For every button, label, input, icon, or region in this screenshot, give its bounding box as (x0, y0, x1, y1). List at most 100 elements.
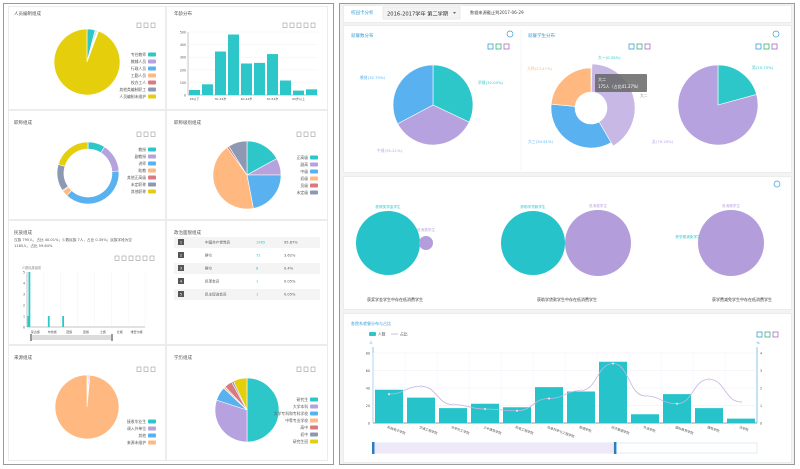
dept-bar[interactable] (471, 403, 499, 423)
bubble-group-a[interactable] (356, 211, 420, 275)
level-legend-swatch[interactable] (310, 190, 318, 195)
legend-bar-swatch[interactable] (369, 332, 376, 336)
meals-pie-slice-2[interactable] (392, 64, 434, 125)
source-tool-icon[interactable] (136, 366, 142, 372)
gender-refresh-icon[interactable] (763, 43, 770, 50)
bubble-group-b[interactable] (419, 236, 433, 250)
degree-legend-swatch[interactable] (310, 439, 318, 444)
age-bar[interactable] (215, 51, 226, 95)
chevron-down-icon[interactable] (453, 12, 456, 14)
degree-tool-icon[interactable] (296, 366, 302, 372)
staff-legend-swatch[interactable] (148, 52, 156, 57)
level-tool-icon[interactable] (303, 131, 309, 137)
staff-legend-swatch[interactable] (148, 94, 156, 99)
dept-ratio-point[interactable] (515, 409, 519, 412)
politics-count[interactable]: 1 (256, 293, 258, 297)
bubble-group-b[interactable] (565, 210, 631, 276)
age-bar[interactable] (189, 89, 200, 95)
staff-legend-swatch[interactable] (148, 66, 156, 71)
age-bar[interactable] (254, 62, 265, 95)
gender-data-view-icon[interactable] (755, 43, 762, 50)
staff-legend-swatch[interactable] (148, 59, 156, 64)
dept-ratio-point[interactable] (451, 403, 455, 406)
title-comp-tool-icon[interactable] (150, 131, 156, 137)
gender-pie-slice-1[interactable] (677, 64, 759, 146)
level-tool-icon[interactable] (310, 131, 316, 137)
degree-pie-slice-0[interactable] (246, 377, 280, 443)
dept-bar[interactable] (599, 361, 627, 423)
ethnic-bar[interactable] (27, 316, 30, 327)
source-pie-slice-3[interactable] (54, 374, 120, 440)
title-comp-legend-swatch[interactable] (148, 189, 156, 194)
age-bar[interactable] (280, 80, 291, 95)
title-comp-tool-icon[interactable] (136, 131, 142, 137)
title-comp-legend-swatch[interactable] (148, 182, 156, 187)
bubble-group-a[interactable] (501, 211, 565, 275)
dept-zoom-range[interactable] (373, 443, 615, 453)
dept-ratio-point[interactable] (675, 402, 679, 405)
students-save-image-icon[interactable] (644, 43, 651, 50)
age-bar[interactable] (306, 89, 317, 95)
age-tool-icon[interactable] (303, 22, 309, 28)
level-pie-slice-5[interactable] (228, 140, 248, 177)
meals-data-view-icon[interactable] (487, 43, 494, 50)
ethnic-tool-icon[interactable] (142, 255, 148, 261)
students-donut-slice-3[interactable] (550, 67, 592, 107)
dept-ratio-point[interactable] (611, 362, 615, 365)
level-legend-swatch[interactable] (310, 183, 318, 188)
politics-count[interactable]: 1 (256, 280, 258, 284)
ethnic-zoom-slider[interactable] (30, 335, 113, 340)
degree-legend-swatch[interactable] (310, 411, 318, 416)
dept-ratio-point[interactable] (547, 397, 551, 400)
level-legend-swatch[interactable] (310, 162, 318, 167)
source-legend-swatch[interactable] (148, 419, 156, 424)
age-bar[interactable] (241, 63, 252, 96)
ethnic-bar[interactable] (28, 272, 31, 327)
degree-legend-swatch[interactable] (310, 425, 318, 430)
dept-ratio-point[interactable] (419, 385, 423, 388)
ethnic-bar[interactable] (62, 316, 65, 327)
meals-pie-slice-1[interactable] (397, 104, 470, 146)
ethnic-bar[interactable] (47, 316, 50, 327)
level-pie-slice-3[interactable] (212, 147, 254, 210)
source-legend-swatch[interactable] (148, 426, 156, 431)
title-comp-legend-swatch[interactable] (148, 147, 156, 152)
dept-bar[interactable] (663, 394, 691, 423)
degree-legend-swatch[interactable] (310, 432, 318, 437)
ethnic-tool-icon[interactable] (149, 255, 155, 261)
dept-ratio-point[interactable] (579, 389, 583, 392)
source-tool-icon[interactable] (150, 366, 156, 372)
students-donut-slice-2[interactable] (550, 103, 612, 149)
staff-legend-swatch[interactable] (148, 73, 156, 78)
bubble-group-b[interactable] (698, 210, 764, 276)
title-comp-tool-icon[interactable] (143, 131, 149, 137)
dept-bar[interactable] (567, 391, 595, 424)
dept-bar[interactable] (503, 407, 531, 423)
age-tool-icon[interactable] (310, 22, 316, 28)
source-legend-swatch[interactable] (148, 440, 156, 445)
dept-ratio-point[interactable] (643, 394, 647, 398)
level-legend-swatch[interactable] (310, 155, 318, 160)
dept-bar[interactable] (535, 387, 563, 423)
title-comp-legend-swatch[interactable] (148, 154, 156, 159)
staff-pie-slice-6[interactable] (53, 28, 121, 96)
title-comp-legend-swatch[interactable] (148, 175, 156, 180)
title-comp-legend-swatch[interactable] (148, 161, 156, 166)
degree-legend-swatch[interactable] (310, 418, 318, 423)
degree-tool-icon[interactable] (303, 366, 309, 372)
staff-tool-icon[interactable] (150, 22, 156, 28)
gender-pie-slice-0[interactable] (717, 64, 757, 106)
term-select[interactable] (382, 6, 461, 20)
level-legend-swatch[interactable] (310, 169, 318, 174)
age-bar[interactable] (228, 34, 239, 95)
level-pie-slice-2[interactable] (246, 174, 282, 209)
age-tool-icon[interactable] (296, 22, 302, 28)
dept-refresh-icon[interactable] (764, 331, 771, 338)
term-select-value[interactable]: 2016-2017学年 第二学期 (387, 10, 448, 18)
level-legend-swatch[interactable] (310, 176, 318, 181)
age-tool-icon[interactable] (282, 22, 288, 28)
level-tool-icon[interactable] (296, 131, 302, 137)
bubbles-clock-icon[interactable] (773, 180, 781, 188)
meals-pie-slice-0[interactable] (432, 64, 474, 123)
staff-tool-icon[interactable] (136, 22, 142, 28)
